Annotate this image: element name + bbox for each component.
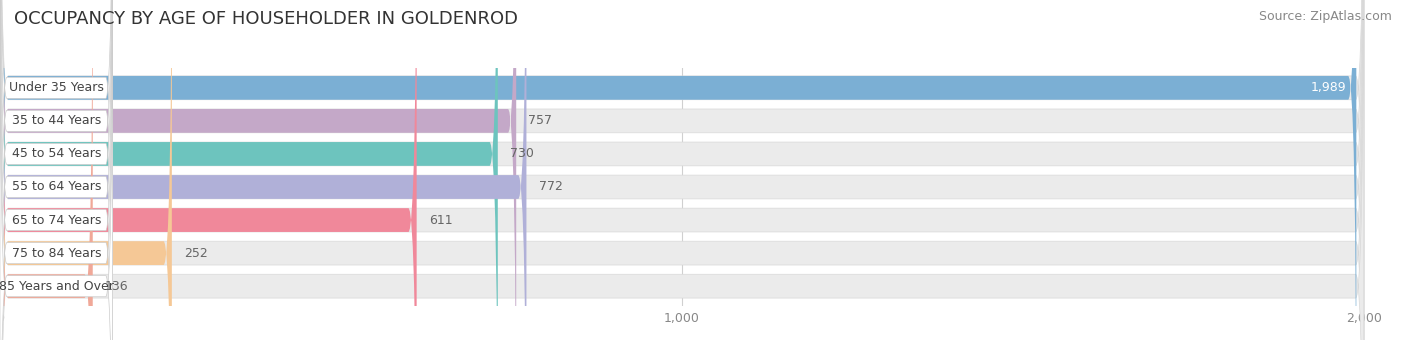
FancyBboxPatch shape xyxy=(0,0,112,340)
Text: 65 to 74 Years: 65 to 74 Years xyxy=(11,214,101,226)
FancyBboxPatch shape xyxy=(0,0,112,340)
Text: 611: 611 xyxy=(429,214,453,226)
Text: 136: 136 xyxy=(105,280,128,293)
FancyBboxPatch shape xyxy=(0,0,93,340)
Text: 55 to 64 Years: 55 to 64 Years xyxy=(11,181,101,193)
FancyBboxPatch shape xyxy=(0,0,498,340)
FancyBboxPatch shape xyxy=(0,0,112,340)
Text: 730: 730 xyxy=(510,148,534,160)
Text: Source: ZipAtlas.com: Source: ZipAtlas.com xyxy=(1258,10,1392,23)
Text: 757: 757 xyxy=(529,114,553,128)
Text: 35 to 44 Years: 35 to 44 Years xyxy=(11,114,101,128)
Text: 1,989: 1,989 xyxy=(1310,81,1346,94)
FancyBboxPatch shape xyxy=(0,0,526,340)
FancyBboxPatch shape xyxy=(0,0,1364,340)
Text: OCCUPANCY BY AGE OF HOUSEHOLDER IN GOLDENROD: OCCUPANCY BY AGE OF HOUSEHOLDER IN GOLDE… xyxy=(14,10,517,28)
FancyBboxPatch shape xyxy=(0,0,112,340)
FancyBboxPatch shape xyxy=(0,0,1364,340)
FancyBboxPatch shape xyxy=(0,0,1364,340)
Text: 75 to 84 Years: 75 to 84 Years xyxy=(11,246,101,260)
FancyBboxPatch shape xyxy=(0,0,172,340)
FancyBboxPatch shape xyxy=(0,0,1364,340)
FancyBboxPatch shape xyxy=(0,0,1357,340)
Text: 772: 772 xyxy=(538,181,562,193)
Text: 85 Years and Over: 85 Years and Over xyxy=(0,280,114,293)
FancyBboxPatch shape xyxy=(0,0,416,340)
FancyBboxPatch shape xyxy=(0,0,112,340)
FancyBboxPatch shape xyxy=(0,0,112,340)
FancyBboxPatch shape xyxy=(0,0,1364,340)
FancyBboxPatch shape xyxy=(0,0,516,340)
Text: Under 35 Years: Under 35 Years xyxy=(8,81,104,94)
Text: 45 to 54 Years: 45 to 54 Years xyxy=(11,148,101,160)
FancyBboxPatch shape xyxy=(0,0,1364,340)
Text: 252: 252 xyxy=(184,246,208,260)
FancyBboxPatch shape xyxy=(0,0,112,340)
FancyBboxPatch shape xyxy=(0,0,1364,340)
